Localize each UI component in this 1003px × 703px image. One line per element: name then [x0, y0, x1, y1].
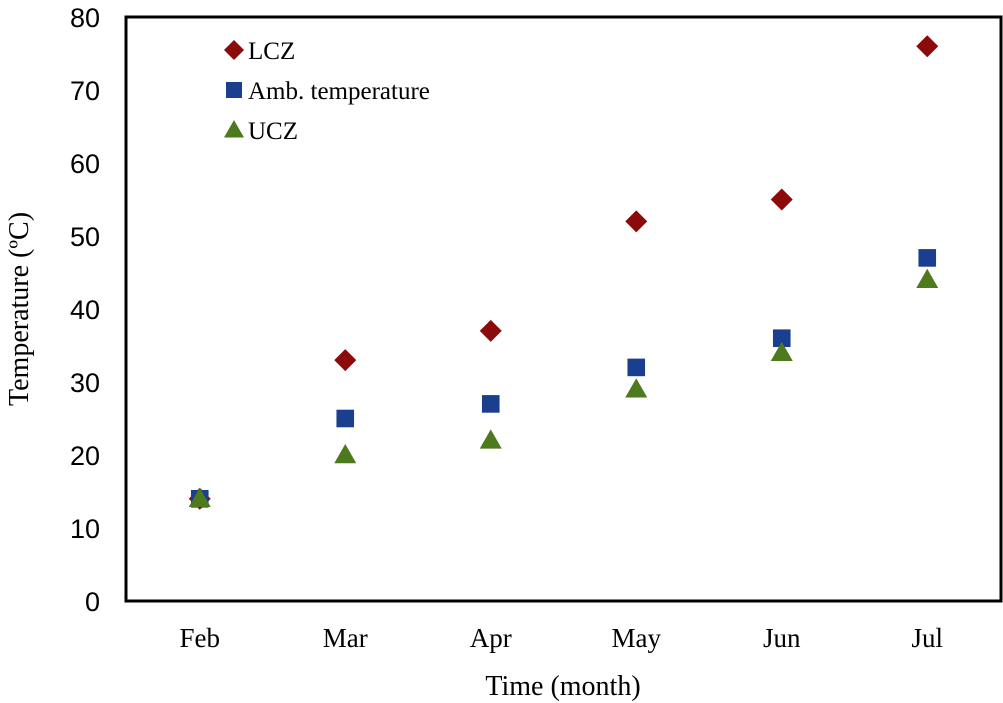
plot-frame [124, 15, 1003, 603]
x-axis-title: Time (month) [485, 671, 640, 702]
legend-marker [224, 120, 244, 138]
point-amb-temperature [918, 249, 937, 267]
point-lcz [625, 210, 648, 233]
point-ucz [625, 378, 648, 398]
x-tick-label: May [612, 623, 662, 653]
legend-marker [224, 40, 244, 60]
point-amb-temperature [627, 358, 646, 377]
y-axis-title: Temperature (ºC) [4, 212, 35, 406]
point-amb-temperature [481, 395, 500, 413]
x-tick-label: Jul [911, 623, 943, 653]
legend-label: UCZ [248, 118, 298, 145]
x-tick-label: Mar [323, 623, 368, 653]
point-ucz [770, 341, 793, 362]
point-lcz [334, 349, 357, 372]
y-tick-label: 10 [70, 514, 100, 544]
y-tick-label: 60 [70, 149, 100, 179]
point-ucz [916, 268, 939, 289]
point-amb-temperature [336, 409, 355, 428]
point-lcz [916, 35, 939, 58]
y-tick-label: 20 [70, 441, 100, 471]
y-tick-label: 0 [85, 587, 100, 617]
x-tick-label: Jun [763, 623, 801, 653]
legend-marker [226, 82, 242, 98]
x-tick-label: Apr [470, 623, 512, 653]
y-tick-label: 40 [70, 295, 100, 325]
y-tick-label: 80 [70, 3, 100, 33]
y-tick-label: 30 [70, 368, 100, 398]
legend-label: LCZ [248, 38, 295, 65]
point-ucz [479, 429, 502, 449]
x-tick-label: Feb [180, 623, 221, 653]
point-ucz [188, 487, 211, 508]
point-amb-temperature [772, 329, 791, 347]
y-tick-label: 50 [70, 222, 100, 252]
y-tick-label: 70 [70, 76, 100, 106]
point-ucz [334, 444, 357, 464]
legend-label: Amb. temperature [248, 78, 430, 105]
point-lcz [479, 319, 502, 342]
point-lcz [770, 188, 793, 211]
